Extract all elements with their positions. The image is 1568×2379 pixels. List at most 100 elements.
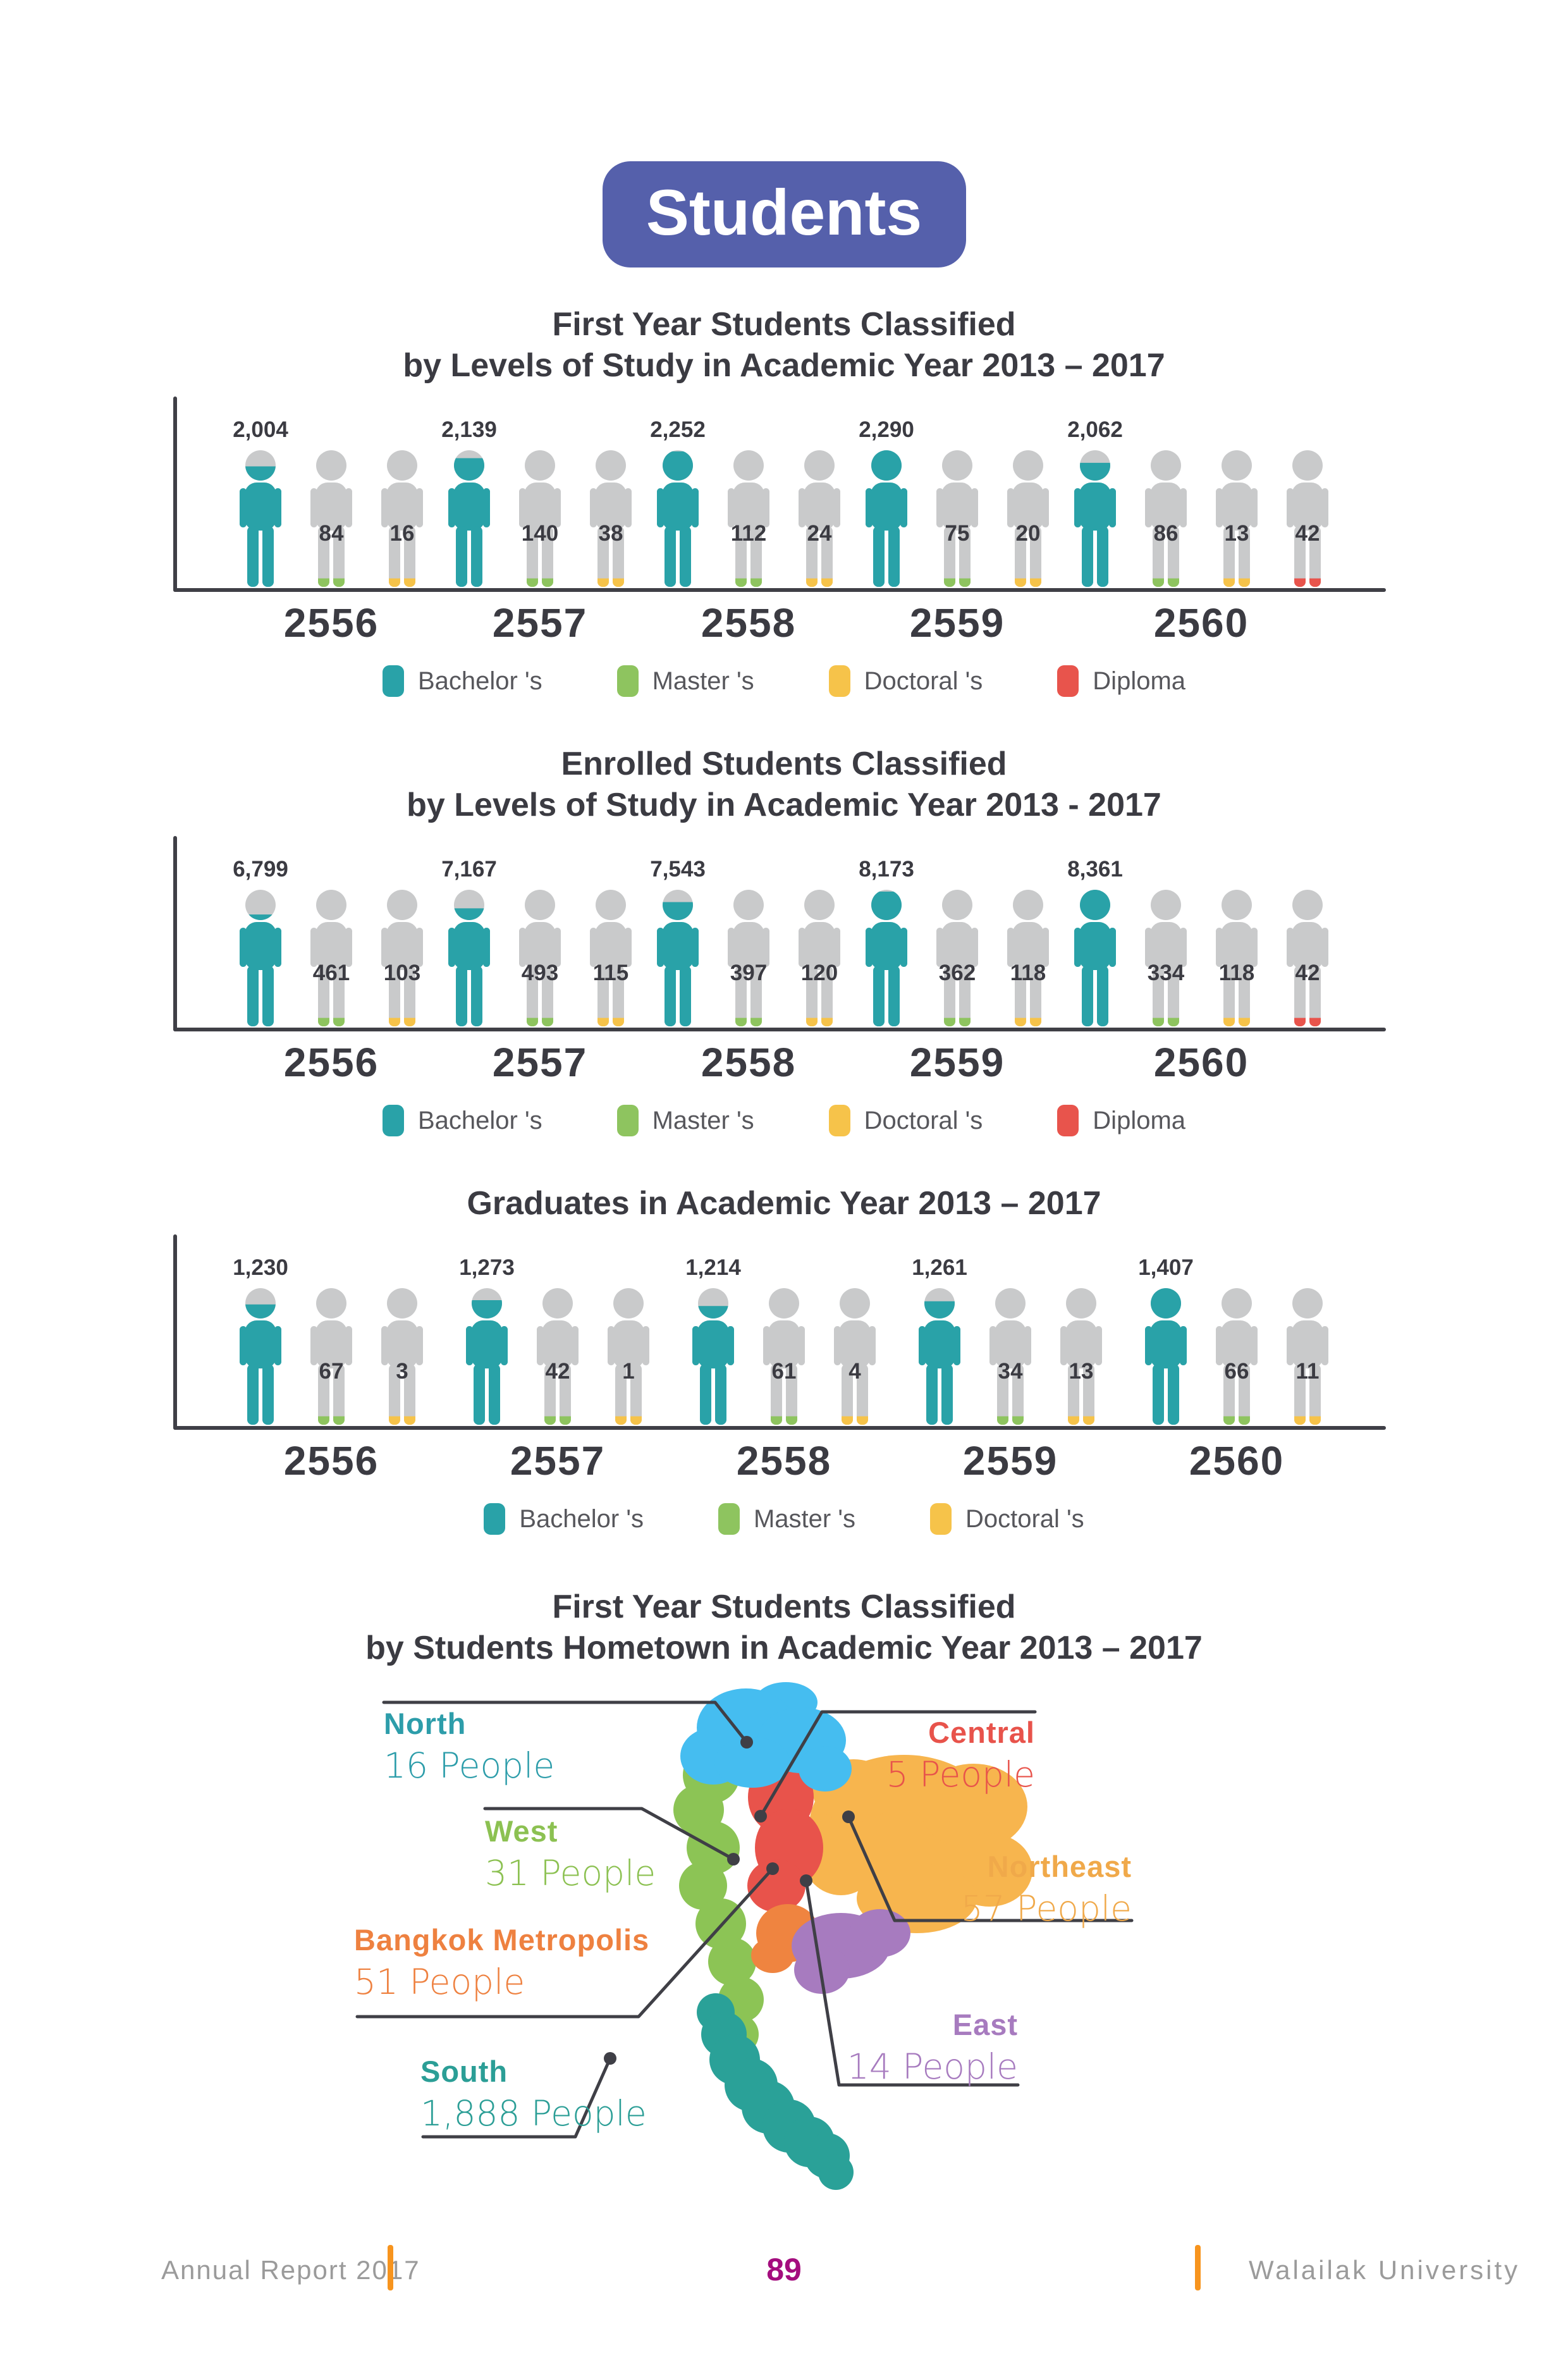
legend-swatch-master: [616, 665, 639, 697]
value-label-doctoral: 118: [1218, 961, 1255, 985]
year-label: 2560: [1153, 600, 1249, 646]
value-label-doctoral: 20: [1015, 521, 1041, 546]
year-label: 2557: [510, 1438, 606, 1484]
chart-legend: Bachelor 's Master 's Doctoral 's Diploma: [0, 1105, 1568, 1136]
year-group: 7,167 493 115 2557: [436, 847, 644, 1086]
year-label: 2559: [909, 1040, 1005, 1085]
person-pictogram: [919, 1288, 960, 1425]
legend-item-diploma: Diploma: [1057, 665, 1185, 697]
legend-item-master: Master 's: [616, 1105, 754, 1136]
chart-legend: Bachelor 's Master 's Doctoral 's: [0, 1503, 1568, 1535]
person-pictogram: [590, 450, 632, 587]
region-name: West: [485, 1814, 558, 1848]
footer-university-name: Walailak University: [1249, 2255, 1521, 2285]
person-pictogram: [1074, 890, 1116, 1026]
chart-title-line2: by Levels of Study in Academic Year 2013…: [403, 347, 1165, 384]
chart-section-graduates: Graduates in Academic Year 2013 – 2017 1…: [0, 1183, 1568, 1535]
legend-item-doctoral: Doctoral 's: [828, 1105, 983, 1136]
value-label-bachelor: 2,062: [1067, 417, 1123, 442]
person-pictogram: [763, 1288, 805, 1425]
legend-label: Doctoral 's: [965, 1504, 1084, 1533]
pictogram-doctoral: 118: [995, 888, 1061, 1028]
legend-item-diploma: Diploma: [1057, 1105, 1185, 1136]
x-axis-line: [173, 1028, 1386, 1031]
pictogram-master: 397: [716, 888, 781, 1028]
value-label-bachelor: 1,214: [685, 1255, 741, 1280]
connector-north: [382, 1700, 749, 1744]
year-group: 2,139 140 38 2557: [436, 408, 644, 646]
pictogram-doctoral: 20: [995, 449, 1061, 588]
person-pictogram: [989, 1288, 1031, 1425]
legend-swatch-bachelor: [382, 665, 404, 697]
pictogram-bachelor: 8,173: [854, 857, 919, 1028]
pictogram-doctoral: 11: [1275, 1287, 1340, 1426]
year-label: 2556: [283, 1040, 379, 1085]
year-group-icons: 2,139 140 38: [436, 408, 644, 588]
pictogram-master: 140: [507, 449, 573, 588]
year-label: 2557: [492, 600, 588, 646]
value-label-doctoral: 3: [396, 1359, 408, 1384]
thailand-map: North 16 People Central 5 People West 31…: [0, 1680, 1568, 2205]
value-label-doctoral: 38: [598, 521, 623, 546]
person-pictogram: [936, 890, 978, 1026]
value-label-master: 75: [945, 521, 970, 546]
region-name: East: [952, 2008, 1018, 2041]
person-pictogram: [608, 1288, 649, 1425]
pictogram-master: 67: [298, 1287, 364, 1426]
map-connector-lines: [355, 1700, 1134, 2139]
legend-swatch-diploma: [1057, 665, 1079, 697]
pictogram-bachelor: 1,273: [454, 1255, 520, 1426]
value-label-bachelor: 2,139: [441, 417, 497, 442]
pictogram-doctoral: 13: [1048, 1287, 1114, 1426]
map-label-east: East 14 People: [847, 2009, 1018, 2086]
person-pictogram: [728, 890, 769, 1026]
map-region-northeast: [803, 1755, 1032, 1933]
region-name: South: [420, 2055, 508, 2088]
pictogram-master: 112: [716, 449, 781, 588]
map-title-line1: First Year Students Classified: [552, 1589, 1016, 1625]
legend-item-master: Master 's: [616, 665, 754, 697]
value-label-master: 461: [312, 961, 350, 985]
legend-label: Diploma: [1093, 1106, 1186, 1134]
person-pictogram: [310, 1288, 352, 1425]
year-group-icons: 1,214 61 4: [680, 1246, 888, 1426]
person-pictogram: [1216, 1288, 1258, 1425]
pictogram-groups: 6,799 461 103 2556 7,167 493 115 2557 7,543 397 12…: [190, 847, 1378, 1086]
pictogram-diploma: 42: [1275, 888, 1340, 1028]
pictogram-doctoral: 120: [787, 888, 852, 1028]
pictogram-chart-first-year: 2,004 84 16 2556 2,139 140 38 2557 2,252 112 24 255…: [173, 396, 1386, 646]
person-pictogram: [448, 890, 490, 1026]
value-label-master: 397: [730, 961, 768, 985]
legend-swatch-master: [616, 1105, 639, 1136]
region-name: Bangkok Metropolis: [354, 1923, 650, 1957]
year-group-icons: 1,230 67 3: [228, 1246, 435, 1426]
connector-central: [759, 1710, 1037, 1818]
year-group: 1,230 67 3 2556: [228, 1246, 435, 1484]
pictogram-master: 75: [924, 449, 990, 588]
value-label-bachelor: 1,273: [459, 1255, 515, 1280]
pictogram-master: 61: [751, 1287, 817, 1426]
value-label-bachelor: 1,407: [1138, 1255, 1194, 1280]
value-label-master: 86: [1153, 521, 1179, 546]
legend-swatch-master: [718, 1503, 740, 1535]
value-label-doctoral: 120: [800, 961, 838, 985]
map-title-line2: by Students Hometown in Academic Year 20…: [365, 1630, 1203, 1666]
map-label-central: Central 5 People: [886, 1717, 1035, 1793]
value-label-doctoral: 11: [1295, 1359, 1320, 1384]
person-pictogram: [1216, 450, 1258, 587]
pictogram-master: 84: [298, 449, 364, 588]
pictogram-bachelor: 1,261: [907, 1255, 972, 1426]
legend-item-bachelor: Bachelor 's: [484, 1503, 644, 1535]
year-label: 2556: [283, 1438, 379, 1484]
thailand-map-svg: [355, 1682, 1134, 2190]
pictogram-doctoral: 13: [1204, 449, 1270, 588]
x-axis-line: [173, 1426, 1386, 1430]
year-group-icons: 8,173 362 118: [854, 847, 1061, 1028]
year-group: 2,004 84 16 2556: [228, 408, 435, 646]
person-pictogram: [381, 890, 423, 1026]
value-label-doctoral: 13: [1224, 521, 1249, 546]
legend-label: Master 's: [753, 1504, 855, 1533]
legend-label: Bachelor 's: [417, 1106, 542, 1134]
pictogram-doctoral: 118: [1204, 888, 1270, 1028]
year-group-icons: 2,004 84 16: [228, 408, 435, 588]
